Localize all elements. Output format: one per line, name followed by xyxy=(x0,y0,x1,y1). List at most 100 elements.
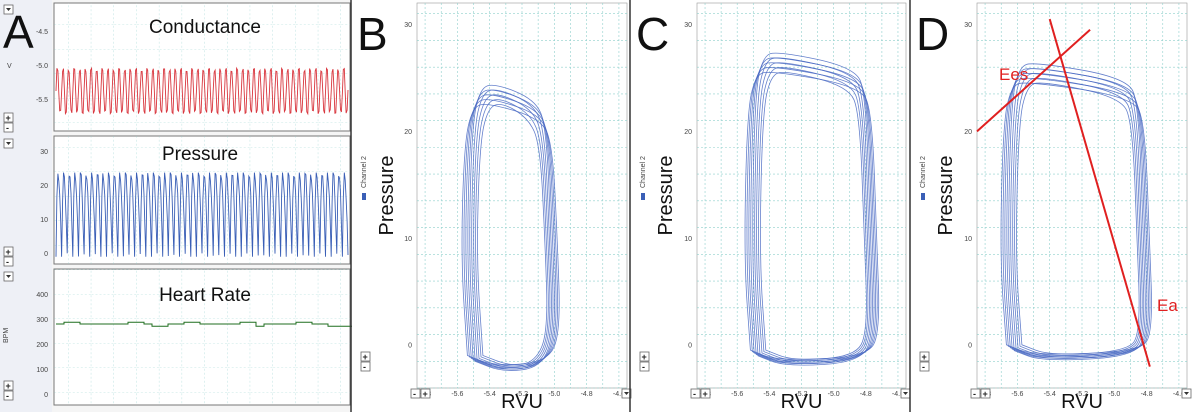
legend-label: Channel 2 xyxy=(920,156,927,188)
chevron-down-icon xyxy=(903,392,908,395)
zoom-in-button[interactable]: + xyxy=(639,351,650,362)
x-zoom-in-button[interactable]: + xyxy=(420,388,431,399)
zoom-out-button[interactable]: - xyxy=(3,390,14,401)
zoom-out-button[interactable]: - xyxy=(3,256,14,267)
heart-rate-series-line xyxy=(56,321,352,327)
pv-loop-line xyxy=(1008,63,1146,361)
zoom-in-button-box[interactable] xyxy=(919,351,930,362)
pv-loop-line xyxy=(1004,73,1149,358)
y-tick-label: 20 xyxy=(684,129,692,136)
y-tick-label: 0 xyxy=(408,343,412,350)
loop-panel-d: 0102030-5.8-5.6-5.4-5.2-5.0-4.8-4.6DPres… xyxy=(909,0,1192,412)
x-axis-title: RVU xyxy=(781,391,823,412)
y-tick-label: 10 xyxy=(684,236,692,243)
legend-label: Channel 2 xyxy=(361,156,368,188)
panel-letter-d: D xyxy=(916,8,949,60)
x-tick-label: -5.2 xyxy=(1076,391,1088,398)
zoom-in-button[interactable]: + xyxy=(3,246,14,257)
y-axis-title: Pressure xyxy=(935,155,957,235)
x-tick-label: -5.4 xyxy=(1044,391,1056,398)
heart-rate-ytick: 400 xyxy=(36,292,48,299)
x-zoom-out-box[interactable] xyxy=(410,388,421,399)
x-zoom-out-box[interactable] xyxy=(690,388,701,399)
minus-icon: - xyxy=(973,389,976,399)
heart-rate-title: Heart Rate xyxy=(159,285,251,306)
svg-text:-: - xyxy=(6,391,9,401)
heart-rate-trace-panel: Heart Rate 400 300 200 100 0 BPM xyxy=(3,268,352,406)
conductance-trace-panel: Conductance -4.5 -5.0 -5.5 V xyxy=(7,2,351,132)
plus-icon: + xyxy=(363,352,368,362)
legend-swatch xyxy=(641,193,645,200)
zoom-out-button[interactable]: - xyxy=(639,361,650,372)
x-zoom-out-button[interactable]: - xyxy=(970,388,981,399)
ees-label: Ees xyxy=(999,65,1028,84)
x-axis-title: RVU xyxy=(501,391,543,412)
pressure-trace-title: Pressure xyxy=(162,144,238,165)
zoom-in-button-box[interactable] xyxy=(639,351,650,362)
heart-rate-ytick: 100 xyxy=(36,367,48,374)
loop-panel-c: 0102030-5.8-5.6-5.4-5.2-5.0-4.8-4.6CPres… xyxy=(629,0,911,412)
dropdown-button[interactable] xyxy=(900,388,911,399)
zoom-out-button[interactable]: - xyxy=(360,361,371,372)
x-zoom-in-button[interactable]: + xyxy=(980,388,991,399)
x-zoom-in-box[interactable] xyxy=(980,388,991,399)
y-tick-label: 20 xyxy=(404,129,412,136)
zoom-out-button-box[interactable] xyxy=(639,361,650,372)
conductance-title: Conductance xyxy=(149,17,261,38)
plus-icon: + xyxy=(423,389,428,399)
chevron-down-icon xyxy=(1184,392,1189,395)
x-tick-label: -4.8 xyxy=(1141,391,1153,398)
zoom-in-button[interactable]: + xyxy=(919,351,930,362)
x-zoom-out-button[interactable]: - xyxy=(410,388,421,399)
pressure-ytick: 20 xyxy=(40,183,48,190)
x-tick-label: -5.2 xyxy=(795,391,807,398)
x-tick-label: -5.6 xyxy=(1011,391,1023,398)
y-tick-label: 0 xyxy=(688,343,692,350)
zoom-out-button-box[interactable] xyxy=(360,361,371,372)
dropdown-button[interactable] xyxy=(621,388,632,399)
minus-icon: - xyxy=(693,389,696,399)
x-zoom-out-box[interactable] xyxy=(970,388,981,399)
heart-rate-ytick: 300 xyxy=(36,317,48,324)
x-zoom-in-box[interactable] xyxy=(700,388,711,399)
y-tick-label: 10 xyxy=(404,236,412,243)
collapse-button[interactable] xyxy=(3,4,14,15)
pv-loop-line xyxy=(744,71,880,360)
x-tick-label: -4.8 xyxy=(581,391,593,398)
zoom-in-button[interactable]: + xyxy=(3,112,14,123)
y-axis-title: Pressure xyxy=(655,155,677,235)
pv-loop-line xyxy=(1010,68,1145,359)
pv-loop-line xyxy=(756,62,870,363)
zoom-out-button[interactable]: - xyxy=(919,361,930,372)
minus-icon: - xyxy=(922,362,925,372)
zoom-out-button[interactable]: - xyxy=(3,122,14,133)
zoom-in-button[interactable]: + xyxy=(360,351,371,362)
x-tick-label: -4.6 xyxy=(892,391,904,398)
pv-loop-line xyxy=(477,104,548,366)
x-zoom-in-button[interactable]: + xyxy=(700,388,711,399)
pv-loop-line xyxy=(760,71,867,360)
y-tick-label: 20 xyxy=(964,129,972,136)
y-tick-label: 30 xyxy=(404,22,412,29)
minus-icon: - xyxy=(363,362,366,372)
dropdown-button[interactable] xyxy=(1181,388,1192,399)
x-zoom-out-button[interactable]: - xyxy=(690,388,701,399)
panel-letter-a: A xyxy=(3,6,34,58)
zoom-in-button[interactable]: + xyxy=(3,380,14,391)
plus-icon: + xyxy=(642,352,647,362)
loop-panel-b: 0102030-5.8-5.6-5.4-5.2-5.0-4.8-4.6BPres… xyxy=(350,0,632,412)
zoom-in-button-box[interactable] xyxy=(360,351,371,362)
collapse-button[interactable] xyxy=(3,138,14,149)
pv-loop-line xyxy=(471,89,552,370)
plus-icon: + xyxy=(922,352,927,362)
x-tick-label: -5.0 xyxy=(1108,391,1120,398)
x-axis-title: RVU xyxy=(1061,391,1103,412)
zoom-out-button-box[interactable] xyxy=(919,361,930,372)
pv-loop-line xyxy=(1006,68,1148,359)
x-zoom-in-box[interactable] xyxy=(420,388,431,399)
collapse-button[interactable] xyxy=(3,271,14,282)
x-tick-label: -5.0 xyxy=(548,391,560,398)
pv-loop-line xyxy=(465,94,557,368)
pressure-ytick: 30 xyxy=(40,149,48,156)
